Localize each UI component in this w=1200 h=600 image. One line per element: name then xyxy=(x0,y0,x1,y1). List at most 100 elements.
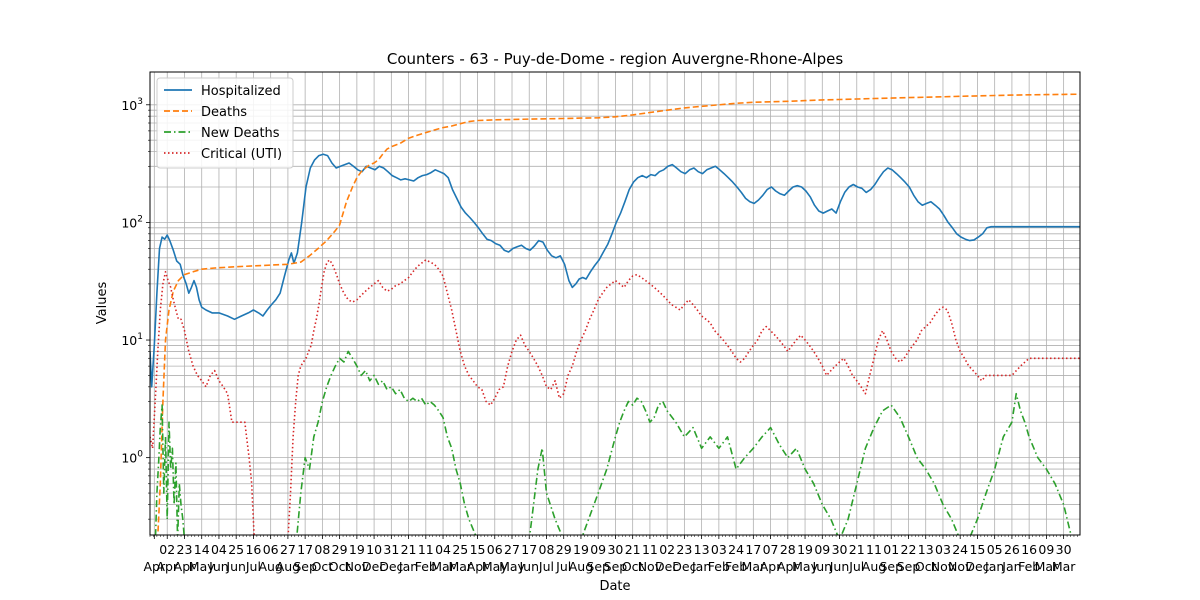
x-tick-day-label: 02 xyxy=(159,542,175,557)
x-tick-month-label: Jun xyxy=(829,559,850,574)
x-tick-month-label: May xyxy=(792,559,818,574)
y-axis-label: Values xyxy=(95,282,110,325)
x-tick-day-label: 09 xyxy=(1038,542,1054,557)
y-tick-exponent: 0 xyxy=(137,450,143,460)
y-tick-label: 101 xyxy=(121,332,143,348)
x-tick-day-label: 03 xyxy=(711,542,727,557)
x-tick-day-label: 25 xyxy=(452,542,468,557)
y-tick-label: 100 xyxy=(121,450,143,466)
legend-label: New Deaths xyxy=(201,126,280,141)
x-tick-month-label: Feb xyxy=(725,559,747,574)
x-tick-day-label: 17 xyxy=(297,542,313,557)
x-tick-month-label: Mar xyxy=(742,559,766,574)
x-tick-month-label: Aug xyxy=(258,559,282,574)
x-tick-month-label: Jul xyxy=(848,559,864,574)
x-tick-month-label: Feb xyxy=(415,559,437,574)
x-tick-month-label: Oct xyxy=(312,559,334,574)
x-tick-month-label: May xyxy=(499,559,525,574)
x-tick-day-label: 22 xyxy=(901,542,917,557)
plot-frame xyxy=(149,71,1081,536)
x-tick-month-label: Oct xyxy=(329,559,351,574)
x-tick-month-label: Sep xyxy=(604,559,628,574)
x-tick-day-label: 29 xyxy=(556,542,572,557)
legend: Hospitalized Deaths New Deaths Critical (UT… xyxy=(156,77,294,169)
x-tick-day-label: 04 xyxy=(211,542,227,557)
x-tick-month-label: Mar xyxy=(431,559,455,574)
x-tick-day-label: 19 xyxy=(349,542,365,557)
x-tick-day-label: 30 xyxy=(832,542,848,557)
x-tick-month-label: Jun xyxy=(208,559,229,574)
series-line-4 xyxy=(150,259,1080,535)
x-tick-day-label: 29 xyxy=(332,542,348,557)
x-tick-day-label: 30 xyxy=(1056,542,1072,557)
x-tick-month-label: Sep xyxy=(879,559,903,574)
x-tick-day-label: 15 xyxy=(470,542,486,557)
x-tick-month-label: Feb xyxy=(1018,559,1040,574)
legend-label: Critical (UTI) xyxy=(201,147,282,162)
y-tick-exponent: 2 xyxy=(137,214,143,224)
x-tick-month-label: Mar xyxy=(448,559,472,574)
x-tick-day-label: 30 xyxy=(607,542,623,557)
x-tick-day-label: 16 xyxy=(245,542,261,557)
x-tick-month-label: Jul xyxy=(538,559,554,574)
x-tick-day-label: 31 xyxy=(383,542,399,557)
x-tick-day-label: 06 xyxy=(487,542,503,557)
legend-label: Hospitalized xyxy=(201,84,281,99)
y-tick-label: 102 xyxy=(121,214,143,230)
x-tick-day-label: 08 xyxy=(539,542,555,557)
x-tick-month-label: Nov xyxy=(948,559,973,574)
x-tick-month-label: Oct xyxy=(622,559,644,574)
x-tick-day-label: 24 xyxy=(728,542,744,557)
y-tick-exponent: 3 xyxy=(137,97,143,107)
x-tick-day-label: 19 xyxy=(573,542,589,557)
chart-title: Counters - 63 - Puy-de-Dome - region Auv… xyxy=(387,50,843,68)
x-tick-day-label: 26 xyxy=(1004,542,1020,557)
x-tick-month-label: Sep xyxy=(586,559,610,574)
x-tick-day-label: 24 xyxy=(952,542,968,557)
x-tick-month-label: Jul xyxy=(555,559,571,574)
x-tick-month-label: Nov xyxy=(345,559,370,574)
x-tick-month-label: Feb xyxy=(708,559,730,574)
x-tick-month-label: Jun xyxy=(518,559,539,574)
x-tick-day-label: 09 xyxy=(590,542,606,557)
x-tick-day-label: 15 xyxy=(969,542,985,557)
x-tick-day-label: 27 xyxy=(280,542,296,557)
x-tick-month-label: Jun xyxy=(225,559,246,574)
x-tick-day-label: 23 xyxy=(177,542,193,557)
x-tick-day-label: 21 xyxy=(849,542,865,557)
series-layer xyxy=(150,93,1080,535)
x-tick-month-label: Jan xyxy=(1001,559,1021,574)
x-tick-day-label: 11 xyxy=(418,542,434,557)
x-tick-month-label: Dec xyxy=(379,559,403,574)
y-tick-exponent: 1 xyxy=(137,332,143,342)
x-tick-day-label: 21 xyxy=(401,542,417,557)
x-tick-day-label: 11 xyxy=(866,542,882,557)
legend-box xyxy=(156,77,294,169)
x-tick-month-label: Dec xyxy=(655,559,679,574)
x-tick-month-label: Dec xyxy=(672,559,696,574)
y-tick-label: 103 xyxy=(121,97,143,113)
x-tick-day-label: 13 xyxy=(918,542,934,557)
x-tick-day-label: 13 xyxy=(694,542,710,557)
x-tick-day-label: 11 xyxy=(642,542,658,557)
x-tick-month-label: Apr xyxy=(174,559,196,574)
series-line-1 xyxy=(150,153,1080,388)
x-tick-month-label: Apr xyxy=(467,559,489,574)
x-tick-day-label: 21 xyxy=(625,542,641,557)
x-tick-day-label: 28 xyxy=(780,542,796,557)
x-tick-month-label: Dec xyxy=(362,559,386,574)
x-tick-month-label: Mar xyxy=(1035,559,1059,574)
x-tick-day-label: 02 xyxy=(659,542,675,557)
x-tick-day-label: 05 xyxy=(987,542,1003,557)
x-tick-day-label: 17 xyxy=(745,542,761,557)
x-tick-month-label: May xyxy=(482,559,508,574)
x-tick-month-label: Aug xyxy=(276,559,300,574)
x-tick-month-label: Nov xyxy=(931,559,956,574)
x-tick-month-label: Mar xyxy=(1052,559,1076,574)
x-tick-day-label: 08 xyxy=(314,542,330,557)
x-tick-month-label: Aug xyxy=(862,559,886,574)
x-tick-day-label: 14 xyxy=(194,542,210,557)
x-tick-day-label: 16 xyxy=(1021,542,1037,557)
legend-label: Deaths xyxy=(201,105,247,120)
